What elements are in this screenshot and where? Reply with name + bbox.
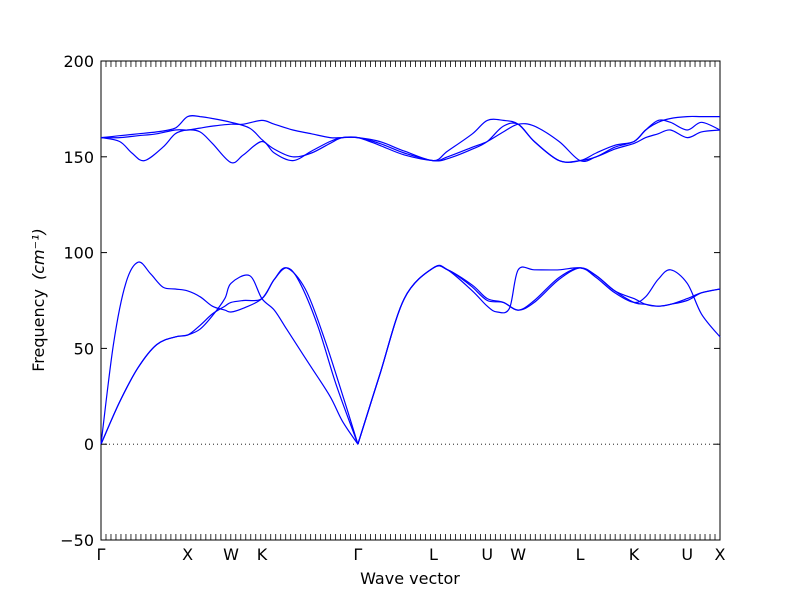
band-line — [100, 267, 359, 445]
y-axis-label: Frequency (cm⁻¹) — [29, 228, 48, 371]
x-tick-label: X — [182, 545, 193, 564]
x-tick-label: L — [429, 545, 438, 564]
band-line — [100, 115, 721, 163]
x-tick-label: W — [223, 545, 239, 564]
band-line — [100, 119, 721, 162]
x-tick-label: Γ — [353, 545, 362, 564]
band-line — [100, 261, 359, 445]
x-tick-label: K — [629, 545, 640, 564]
x-tick-label: U — [481, 545, 493, 564]
x-tick-label: X — [715, 545, 726, 564]
y-tick-label: 0 — [84, 435, 94, 454]
x-tick-label: U — [681, 545, 693, 564]
x-axis-label: Wave vector — [360, 569, 460, 588]
y-tick-label: 50 — [74, 339, 94, 358]
band-line — [357, 265, 721, 445]
x-tick-label: Γ — [97, 545, 106, 564]
plot-area — [100, 60, 721, 541]
y-axis-label-text: Frequency — [29, 289, 48, 372]
band-line — [100, 274, 359, 445]
band-line — [357, 264, 721, 445]
x-tick-label: W — [510, 545, 526, 564]
x-tick-label: L — [576, 545, 585, 564]
y-tick-label: 150 — [63, 148, 94, 167]
band-line — [100, 115, 720, 164]
y-tick-label: 200 — [63, 52, 94, 71]
x-tick-label: K — [257, 545, 268, 564]
band-line — [357, 265, 721, 445]
y-tick-label: −50 — [60, 531, 94, 550]
y-tick-label: 100 — [63, 244, 94, 263]
y-axis-label-unit: (cm⁻¹) — [29, 228, 48, 280]
